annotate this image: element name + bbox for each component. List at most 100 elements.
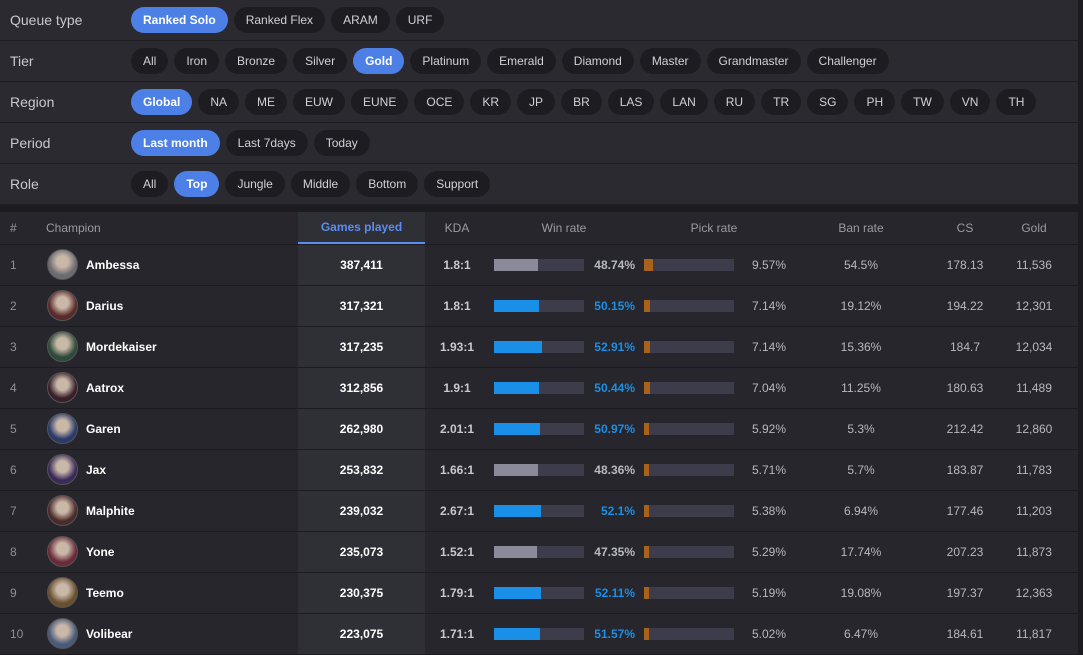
pick-rate-track: [644, 546, 734, 558]
column-header[interactable]: KDA: [444, 221, 470, 235]
win-rate-bar: [494, 464, 538, 476]
games-played: 235,073: [339, 545, 384, 559]
champion-name[interactable]: Aatrox: [86, 381, 125, 395]
column-header[interactable]: Pick rate: [690, 221, 738, 235]
pick-rate-label: 7.04%: [751, 381, 786, 395]
filter-option[interactable]: Challenger: [806, 48, 889, 74]
column-header[interactable]: Win rate: [541, 221, 587, 235]
table-row[interactable]: 6 Jax 253,832 1.66:1 48.36% 5.71% 5.7% 183.87 11…: [0, 450, 1078, 491]
filter-option[interactable]: Iron: [174, 48, 220, 74]
filter-option[interactable]: Top: [174, 171, 220, 197]
filter-option[interactable]: BR: [561, 89, 602, 115]
filter-option[interactable]: LAN: [660, 89, 708, 115]
column-header[interactable]: Games played: [298, 212, 425, 244]
table-row[interactable]: 2 Darius 317,321 1.8:1 50.15% 7.14% 19.12% 194.…: [0, 286, 1078, 327]
filter-option[interactable]: Global: [131, 89, 193, 115]
table-row[interactable]: 1 Ambessa 387,411 1.8:1 48.74% 9.57% 54.5% 178.…: [0, 245, 1078, 286]
filter-option[interactable]: Support: [424, 171, 491, 197]
rank: 2: [10, 299, 17, 313]
pick-rate-bar: [644, 300, 651, 312]
gold: 12,860: [1015, 422, 1053, 436]
filter-option[interactable]: EUNE: [351, 89, 409, 115]
column-header[interactable]: Gold: [1021, 221, 1047, 235]
filter-option[interactable]: Silver: [293, 48, 348, 74]
rank: 8: [10, 545, 17, 559]
games-column-bg: [298, 327, 425, 367]
champion-name[interactable]: Mordekaiser: [86, 340, 157, 354]
filter-option[interactable]: Bronze: [225, 48, 288, 74]
kda: 1.79:1: [439, 586, 475, 600]
column-header[interactable]: #: [10, 221, 17, 235]
filter-option[interactable]: URF: [395, 7, 445, 33]
champion-icon: [47, 290, 78, 321]
table-row[interactable]: 5 Garen 262,980 2.01:1 50.97% 5.92% 5.3% 212.42…: [0, 409, 1078, 450]
champion-name[interactable]: Ambessa: [86, 258, 140, 272]
filter-option[interactable]: TW: [901, 89, 944, 115]
filter-option[interactable]: Ranked Flex: [233, 7, 326, 33]
filter-option[interactable]: Diamond: [561, 48, 634, 74]
filter-option[interactable]: Last month: [131, 130, 220, 156]
column-header[interactable]: CS: [956, 221, 974, 235]
champion-name[interactable]: Teemo: [86, 586, 124, 600]
filter-option[interactable]: Bottom: [356, 171, 419, 197]
champion-name[interactable]: Jax: [86, 463, 107, 477]
champion-name[interactable]: Volibear: [86, 627, 133, 641]
filter-option[interactable]: Master: [639, 48, 701, 74]
champion-name[interactable]: Garen: [86, 422, 121, 436]
filter-option[interactable]: OCE: [414, 89, 465, 115]
filter-label: Tier: [10, 53, 34, 69]
filter-option[interactable]: All: [131, 48, 169, 74]
filter-option[interactable]: Today: [313, 130, 370, 156]
games-played: 223,075: [339, 627, 384, 641]
column-header[interactable]: Ban rate: [838, 221, 884, 235]
gold: 11,783: [1016, 463, 1052, 477]
filter-option[interactable]: All: [131, 171, 169, 197]
champion-name[interactable]: Malphite: [86, 504, 135, 518]
filter-option[interactable]: Platinum: [410, 48, 482, 74]
filter-option[interactable]: Jungle: [225, 171, 285, 197]
pick-rate-label: 7.14%: [751, 340, 786, 354]
filter-option[interactable]: NA: [198, 89, 240, 115]
filter-option[interactable]: TR: [761, 89, 802, 115]
filter-option[interactable]: Middle: [290, 171, 351, 197]
pick-rate-bar: [644, 505, 649, 517]
filter-option[interactable]: Emerald: [487, 48, 556, 74]
table-row[interactable]: 10 Volibear 223,075 1.71:1 51.57% 5.02% 6.47% 1…: [0, 614, 1078, 655]
filter-option[interactable]: JP: [517, 89, 556, 115]
table-row[interactable]: 8 Yone 235,073 1.52:1 47.35% 5.29% 17.74% 207.2…: [0, 532, 1078, 573]
table-row[interactable]: 4 Aatrox 312,856 1.9:1 50.44% 7.04% 11.25% 180.…: [0, 368, 1078, 409]
filter-option[interactable]: RU: [713, 89, 756, 115]
filter-option[interactable]: Gold: [353, 48, 405, 74]
filter-option[interactable]: Ranked Solo: [131, 7, 228, 33]
games-column-bg: [298, 532, 425, 572]
column-header[interactable]: Champion: [46, 221, 101, 235]
table-row[interactable]: 7 Malphite 239,032 2.67:1 52.1% 5.38% 6.94% 177…: [0, 491, 1078, 532]
champion-name[interactable]: Yone: [86, 545, 115, 559]
table-row[interactable]: 3 Mordekaiser 317,235 1.93:1 52.91% 7.14% 15.3…: [0, 327, 1078, 368]
ban-rate: 6.47%: [843, 627, 879, 641]
win-rate-track: [494, 464, 584, 476]
filter-row: Tier All Iron Bronze Silver Gold Platinum Emera…: [0, 41, 1078, 82]
kda: 1.9:1: [443, 381, 471, 395]
games-played: 262,980: [339, 422, 384, 436]
filter-option[interactable]: ME: [245, 89, 288, 115]
filter-option[interactable]: TH: [996, 89, 1037, 115]
filter-option[interactable]: Grandmaster: [706, 48, 801, 74]
filter-option[interactable]: LAS: [607, 89, 655, 115]
filter-option[interactable]: Last 7days: [225, 130, 308, 156]
win-rate-label: 48.36%: [594, 463, 635, 477]
filter-option[interactable]: SG: [807, 89, 849, 115]
gold: 12,301: [1015, 299, 1053, 313]
win-rate-bar: [494, 505, 541, 517]
filter-option[interactable]: ARAM: [331, 7, 390, 33]
filter-option[interactable]: VN: [949, 89, 991, 115]
win-rate-label: 52.11%: [594, 586, 635, 600]
filter-option[interactable]: KR: [470, 89, 512, 115]
win-rate-bar: [494, 341, 542, 353]
filter-option[interactable]: EUW: [293, 89, 346, 115]
champion-name[interactable]: Darius: [86, 299, 124, 313]
games-column-bg: [298, 368, 425, 408]
filter-option[interactable]: PH: [854, 89, 896, 115]
win-rate-bar: [494, 259, 538, 271]
table-row[interactable]: 9 Teemo 230,375 1.79:1 52.11% 5.19% 19.08% 197.…: [0, 573, 1078, 614]
